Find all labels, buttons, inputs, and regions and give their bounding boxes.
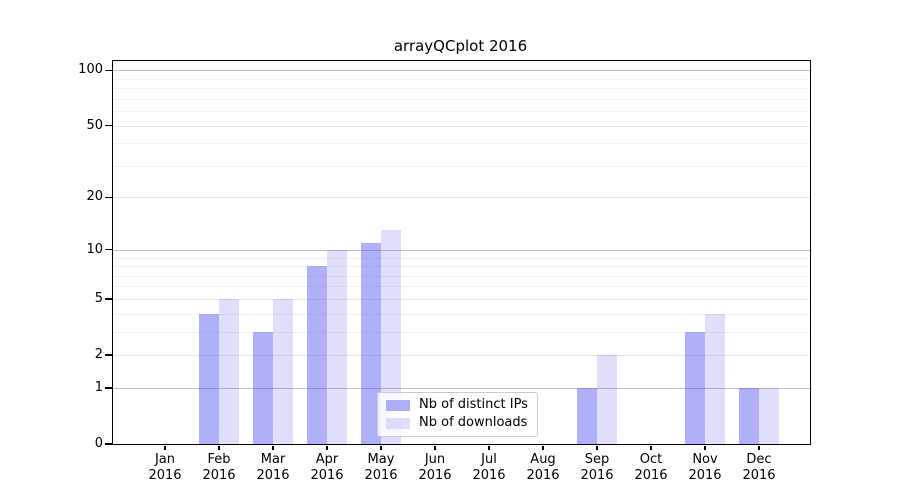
bar-s0-feb (199, 313, 219, 444)
x-tick-label-may: May 2016 (364, 452, 398, 483)
x-tick-label-jul: Jul 2016 (472, 452, 506, 483)
y-tick-label-0: 0 (94, 436, 103, 451)
x-tick-mark-oct (650, 445, 652, 450)
bar-s0-may (361, 242, 381, 444)
y-tick-label-100: 100 (78, 62, 103, 78)
x-tick-mark-feb (218, 445, 220, 450)
y-tick-label-1: 1 (94, 379, 103, 395)
y-tick-mark-20 (105, 196, 112, 199)
x-tick-label-aug: Aug 2016 (526, 452, 560, 483)
x-tick-label-jan: Jan 2016 (148, 452, 182, 483)
x-tick-label-sep: Sep 2016 (580, 452, 614, 483)
bar-s1-sep (597, 355, 617, 444)
y-tick-mark-10 (105, 249, 112, 251)
bar-s0-dec (739, 387, 759, 444)
legend: Nb of distinct IPs Nb of downloads (377, 392, 538, 437)
y-tick-mark-1 (105, 387, 112, 389)
y-tick-label-2: 2 (94, 347, 103, 362)
gridline-minor-90 (113, 78, 810, 80)
y-tick-mark-0 (105, 443, 112, 445)
bar-s1-nov (705, 313, 725, 444)
plot-area: 0 1 2 5 10 20 50 100 Jan 2016 Feb 2016 Mar 2016 Ap… (78, 60, 811, 483)
x-tick-mark-jun (434, 445, 436, 450)
gridline-mid-20 (113, 197, 810, 199)
gridline-major-100 (113, 70, 810, 72)
x-tick-mark-sep (596, 445, 598, 450)
gridline-mid-50 (113, 125, 810, 127)
x-tick-label-nov: Nov 2016 (688, 452, 722, 483)
y-tick-label-20: 20 (86, 189, 103, 205)
bar-s0-sep (577, 387, 597, 444)
y-tick-mark-2 (105, 354, 112, 356)
bar-s1-may (381, 230, 401, 444)
bar-s1-feb (219, 298, 239, 444)
legend-swatch-downloads (386, 417, 410, 429)
x-tick-mark-dec (758, 445, 760, 450)
legend-label-distinct-ips: Nb of distinct IPs (419, 397, 528, 412)
x-tick-label-feb: Feb 2016 (202, 452, 236, 483)
gridline-minor-9 (113, 257, 810, 259)
x-tick-mark-aug (542, 445, 544, 450)
x-tick-mark-may (380, 445, 382, 450)
gridline-minor-8 (113, 266, 810, 267)
gridline-minor-3 (113, 331, 810, 333)
gridline-minor-6 (113, 286, 810, 288)
x-tick-label-oct: Oct 2016 (634, 452, 668, 483)
bar-s1-dec (759, 387, 779, 444)
x-tick-mark-jul (488, 445, 490, 450)
gridline-minor-70 (113, 98, 810, 100)
y-tick-mark-50 (105, 124, 112, 127)
legend-entry-distinct-ips: Nb of distinct IPs (386, 398, 528, 412)
x-tick-label-jun: Jun 2016 (418, 452, 452, 483)
x-tick-label-dec: Dec 2016 (742, 452, 776, 483)
bar-s1-mar (273, 298, 293, 444)
bar-s0-nov (685, 331, 705, 444)
y-tick-mark-5 (105, 298, 112, 300)
gridline-mid-2 (113, 355, 810, 356)
gridline-minor-7 (113, 275, 810, 277)
gridline-minor-60 (113, 111, 810, 112)
gridline-major-1 (113, 387, 810, 390)
x-tick-mark-apr (326, 445, 328, 450)
legend-entry-downloads: Nb of downloads (386, 416, 528, 430)
gridline-minor-80 (113, 88, 810, 89)
x-tick-label-apr: Apr 2016 (310, 452, 344, 483)
bar-s1-apr (327, 249, 347, 444)
x-tick-mark-nov (704, 445, 706, 450)
legend-swatch-distinct-ips (386, 399, 410, 411)
x-tick-mark-mar (272, 445, 274, 450)
gridline-minor-30 (113, 165, 810, 167)
legend-label-downloads: Nb of downloads (419, 415, 528, 430)
gridline-minor-40 (113, 143, 810, 145)
gridline-major-10 (113, 249, 810, 251)
x-tick-mark-jan (164, 445, 166, 450)
x-tick-label-mar: Mar 2016 (256, 452, 290, 483)
y-tick-label-10: 10 (86, 241, 103, 257)
chart-title: arrayQCplot 2016 (393, 37, 528, 55)
gridline-mid-5 (113, 298, 810, 300)
gridline-minor-4 (113, 313, 810, 315)
y-tick-label-5: 5 (94, 290, 103, 306)
bar-s0-apr (307, 266, 327, 444)
y-tick-label-50: 50 (86, 117, 103, 133)
y-tick-mark-100 (105, 69, 112, 71)
bar-s0-mar (253, 331, 273, 444)
